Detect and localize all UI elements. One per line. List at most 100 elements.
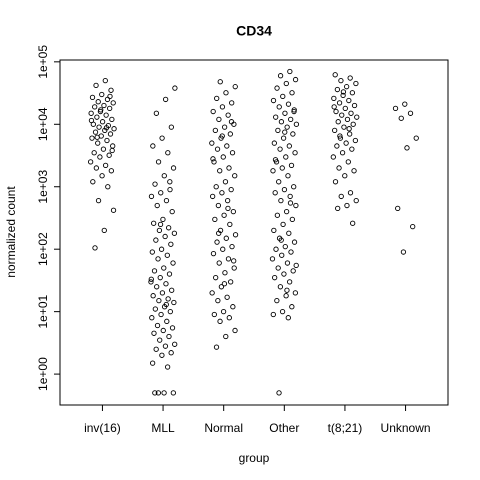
point [92, 104, 98, 110]
point [151, 268, 158, 274]
point [87, 159, 94, 165]
point [289, 304, 295, 310]
point [223, 90, 229, 96]
point [211, 159, 217, 165]
point [90, 179, 96, 185]
point [293, 262, 299, 269]
point [215, 297, 221, 304]
point [289, 216, 295, 223]
point [99, 91, 105, 98]
point [222, 179, 229, 185]
point [335, 205, 341, 212]
point [212, 127, 219, 133]
point [293, 121, 300, 127]
point [157, 275, 163, 281]
point [218, 284, 225, 290]
point [285, 315, 291, 321]
point [232, 327, 238, 334]
point [157, 337, 163, 343]
point [110, 100, 116, 106]
point [168, 350, 174, 356]
point [169, 287, 175, 293]
point [287, 200, 294, 206]
point [274, 297, 280, 304]
point [228, 279, 234, 285]
point [104, 96, 111, 103]
point [209, 140, 215, 146]
point [278, 197, 284, 204]
point [231, 265, 237, 271]
point [158, 246, 165, 252]
point [156, 297, 162, 304]
point [274, 85, 280, 91]
point [149, 360, 156, 366]
point [167, 308, 173, 315]
point [349, 146, 355, 152]
point [88, 117, 95, 124]
point [104, 137, 110, 144]
y-tick-label: 1e+03 [36, 170, 50, 204]
point [283, 80, 289, 87]
point [211, 311, 217, 318]
point [282, 110, 288, 116]
point [287, 193, 293, 200]
point [224, 143, 230, 149]
point [288, 116, 294, 122]
point [339, 112, 345, 118]
point [108, 87, 114, 93]
point [335, 119, 341, 125]
point [283, 293, 289, 299]
point [228, 119, 235, 125]
point [167, 186, 173, 193]
point [340, 89, 347, 95]
point [280, 221, 286, 227]
point [223, 235, 229, 241]
point [103, 125, 110, 131]
point [163, 197, 170, 204]
point [274, 212, 281, 218]
point [220, 308, 227, 315]
point [99, 173, 105, 179]
point [347, 131, 353, 137]
point [221, 212, 227, 218]
point [153, 237, 159, 243]
point [161, 265, 167, 271]
plot-box [59, 59, 449, 406]
point [110, 207, 117, 213]
point [223, 333, 229, 340]
point [159, 135, 165, 141]
point [288, 249, 294, 255]
point [221, 281, 228, 287]
point [214, 146, 221, 152]
point [209, 290, 215, 296]
point [172, 341, 178, 347]
point [106, 152, 112, 158]
point [292, 150, 298, 156]
point [167, 179, 173, 185]
point [107, 93, 113, 100]
point [220, 246, 226, 252]
point [272, 190, 278, 196]
point [284, 287, 290, 293]
point [277, 146, 283, 152]
point [398, 115, 404, 121]
point [413, 135, 419, 141]
point [166, 333, 172, 340]
point [337, 133, 343, 139]
point [279, 165, 285, 171]
point [291, 184, 297, 190]
point [100, 146, 107, 152]
point [213, 184, 219, 190]
point [291, 108, 297, 115]
point [280, 93, 286, 100]
point [286, 143, 292, 149]
point [148, 193, 155, 200]
point [339, 150, 346, 156]
point [342, 173, 348, 179]
point [229, 100, 235, 106]
point [109, 116, 115, 122]
point [280, 135, 287, 141]
point [96, 124, 102, 130]
point [154, 202, 160, 209]
point [228, 186, 234, 193]
